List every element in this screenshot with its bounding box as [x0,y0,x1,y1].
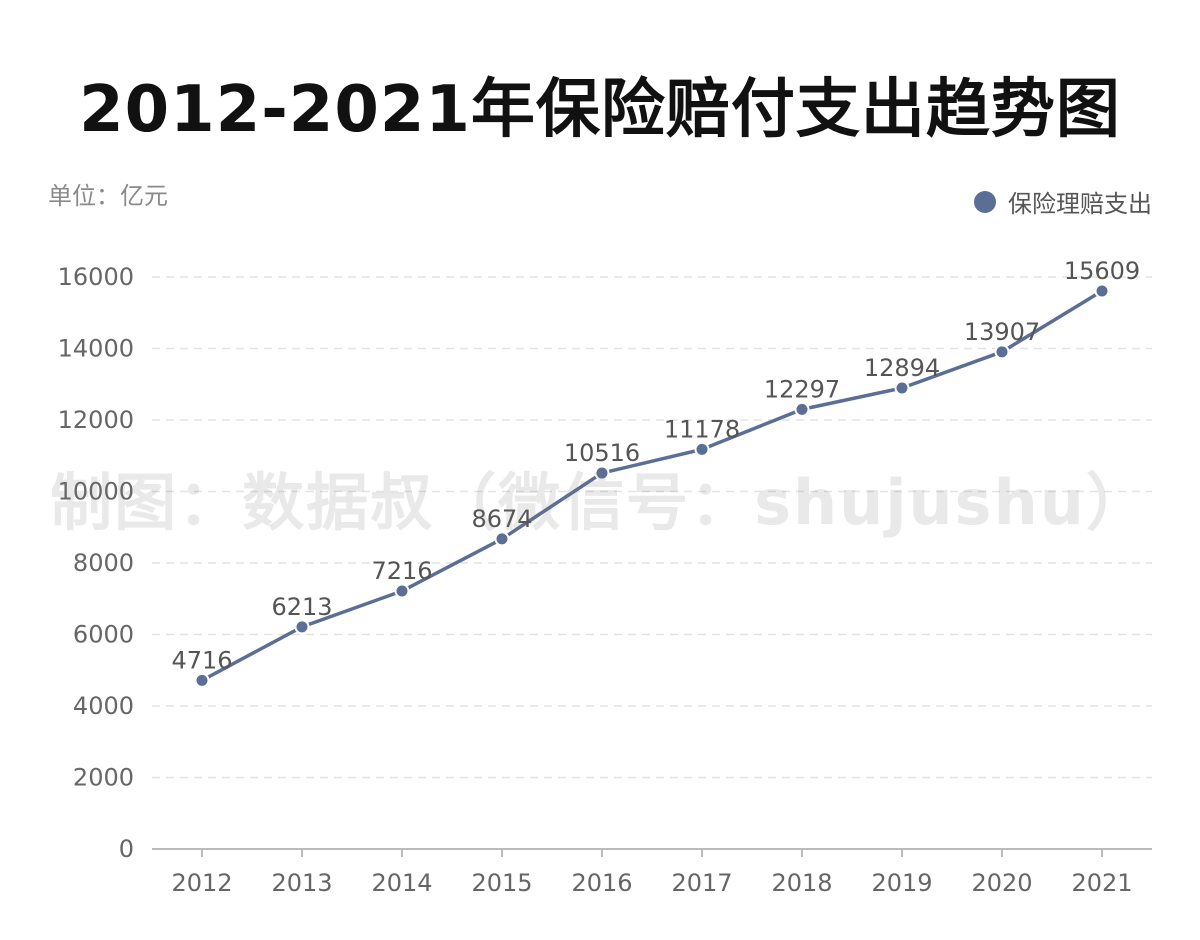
x-tick-label: 2018 [771,869,832,897]
data-point [794,401,810,417]
data-point [194,672,210,688]
data-label: 13907 [964,318,1040,346]
axes: 0 2000 4000 6000 8000 10000 12000 14000 16000 201… [58,263,1152,897]
data-label: 12297 [764,375,840,403]
series-line [200,289,1104,683]
data-label: 12894 [864,354,940,382]
data-point [594,465,610,481]
x-tick-label: 2012 [171,869,232,897]
unit-label: 单位：亿元 [48,182,168,210]
data-label: 6213 [271,593,332,621]
x-tick-label: 2020 [971,869,1032,897]
y-tick-label: 12000 [58,406,134,434]
chart-title: 2012-2021年保险赔付支出趋势图 [79,73,1121,147]
y-tick-label: 8000 [73,549,134,577]
data-label: 11178 [664,415,740,443]
x-tick-label: 2014 [371,869,432,897]
x-tick-label: 2021 [1071,869,1132,897]
x-tick-label: 2017 [671,869,732,897]
series [194,283,1110,688]
data-point [894,380,910,396]
data-label: 8674 [471,505,532,533]
y-tick-label: 0 [119,835,134,863]
y-tick-label: 2000 [73,764,134,792]
data-label: 10516 [564,439,640,467]
legend: 保险理赔支出 [974,184,1152,219]
y-tick-label: 16000 [58,263,134,291]
data-point [494,531,510,547]
x-tick-label: 2015 [471,869,532,897]
data-labels: 4716 6213 7216 8674 10516 11178 12297 12894 1390… [171,257,1140,674]
data-point [694,441,710,457]
legend-marker [974,190,996,213]
data-label: 4716 [171,646,232,674]
y-tick-label: 4000 [73,692,134,720]
x-tick-label: 2019 [871,869,932,897]
y-tick-label: 10000 [58,478,134,506]
data-point [1094,283,1110,299]
x-tick-label: 2013 [271,869,332,897]
grid-lines [152,276,1152,779]
y-tick-label: 6000 [73,621,134,649]
data-label: 15609 [1064,257,1140,285]
data-point [994,344,1010,360]
data-point [394,583,410,599]
x-tick-label: 2016 [571,869,632,897]
legend-label: 保险理赔支出 [1008,190,1152,218]
data-point [294,619,310,635]
y-tick-label: 14000 [58,335,134,363]
data-label: 7216 [371,557,432,585]
